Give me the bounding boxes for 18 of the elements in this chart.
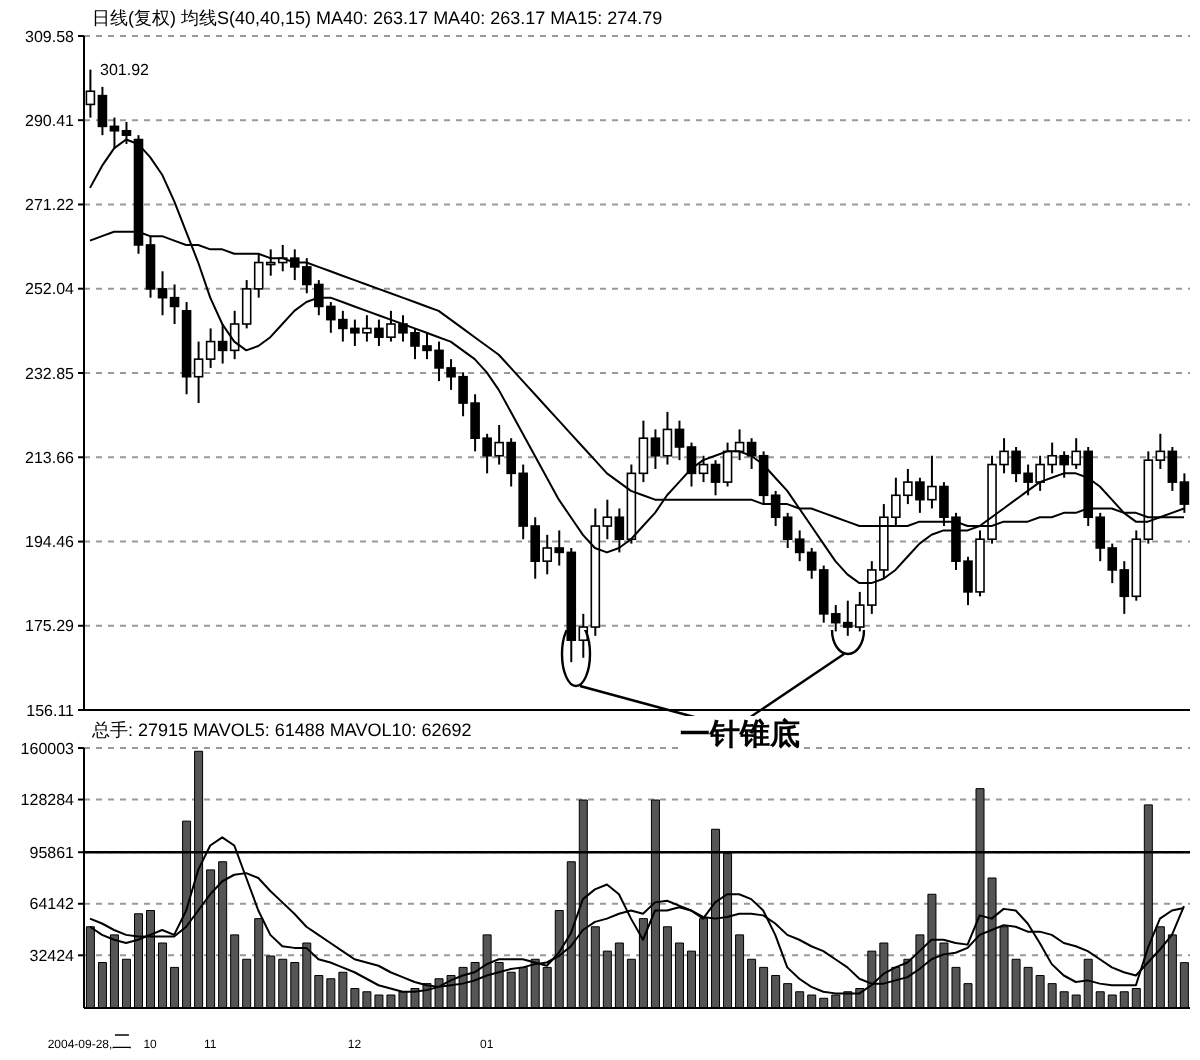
y-tick-label: 175.29 (25, 617, 76, 636)
y-tick-label: 64142 (29, 895, 76, 914)
y-tick-label: 309.58 (25, 27, 76, 46)
y-tick-label: 194.46 (25, 533, 76, 552)
y-tick-label: 156.11 (26, 701, 76, 720)
y-tick-label: 128284 (20, 791, 76, 810)
y-tick-label: 95861 (29, 843, 76, 862)
y-tick-label: 271.22 (25, 196, 76, 215)
y-tick-label: 32424 (29, 946, 76, 965)
chart-title: 总手: 27915 MAVOL5: 61488 MAVOL10: 62692 (92, 718, 472, 744)
y-tick-label: 213.66 (25, 448, 76, 467)
annotation: 一针锥底 (680, 716, 800, 754)
annotation: 301.92 (100, 61, 151, 80)
y-tick-label: 160003 (20, 739, 76, 758)
chart-title: 日线(复权) 均线S(40,40,15) MA40: 263.17 MA40: 263.17 MA15: 274.79 (92, 6, 663, 32)
y-tick-label: 290.41 (25, 111, 76, 130)
y-tick-label: 232.85 (25, 364, 76, 383)
y-tick-label: 252.04 (25, 280, 76, 299)
